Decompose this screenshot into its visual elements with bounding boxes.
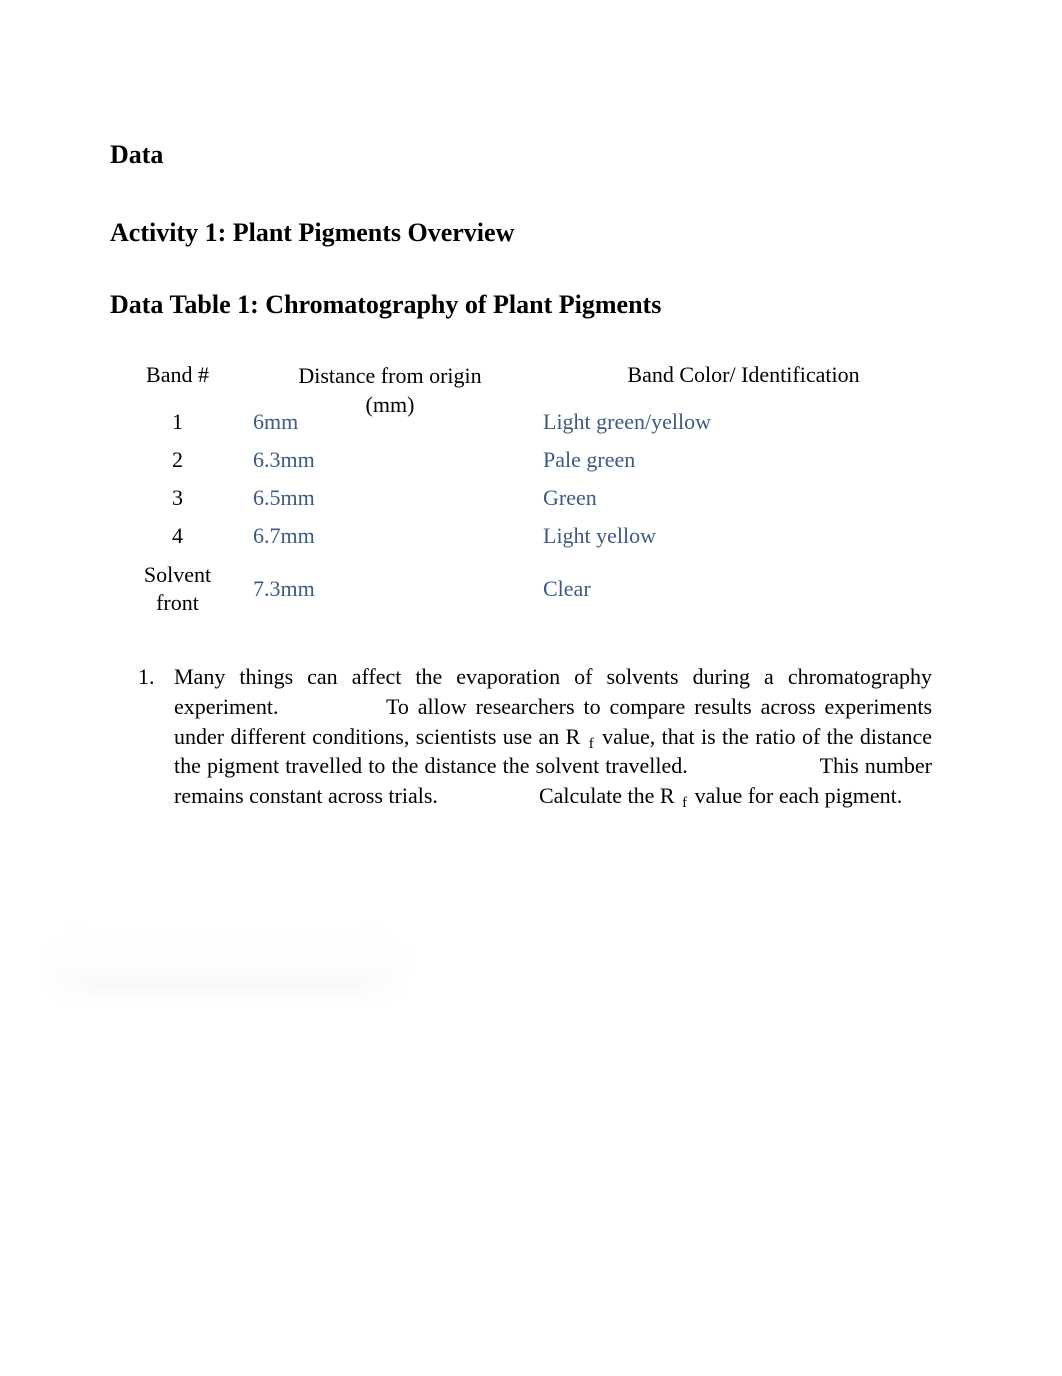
section-heading-table-title: Data Table 1: Chromatography of Plant Pi…	[110, 290, 952, 320]
q-seg6: value for each pigment.	[695, 783, 903, 808]
cell-band: 2	[110, 441, 245, 479]
q-sub2: f	[680, 795, 689, 811]
cell-color: Pale green	[535, 441, 952, 479]
header-distance-line1: Distance from origin	[298, 363, 481, 388]
cell-distance: 6.3mm	[245, 441, 535, 479]
cell-band: 4	[110, 517, 245, 555]
q-sub1: f	[587, 736, 596, 752]
solvent-line2: front	[156, 590, 199, 615]
cell-band: 1	[110, 403, 245, 441]
cell-color: Clear	[535, 570, 952, 608]
blur-artifact	[65, 948, 385, 976]
table-row-solvent: Solvent front 7.3mm Clear	[110, 555, 952, 622]
section-heading-activity: Activity 1: Plant Pigments Overview	[110, 218, 952, 248]
table-row: 3 6.5mm Green	[110, 479, 952, 517]
chromatography-table: Band # Distance from origin (mm) Band Co…	[110, 358, 952, 622]
cell-band-solvent: Solvent front	[110, 555, 245, 622]
cell-band: 3	[110, 479, 245, 517]
cell-color: Light green/yellow	[535, 403, 952, 441]
cell-distance: 7.3mm	[245, 570, 535, 608]
cell-distance: 6mm	[245, 403, 535, 441]
question-text: Many things can affect the evaporation o…	[174, 662, 952, 810]
cell-distance: 6.7mm	[245, 517, 535, 555]
section-heading-data: Data	[110, 140, 952, 170]
question-item: 1. Many things can affect the evaporatio…	[138, 662, 952, 810]
cell-color: Green	[535, 479, 952, 517]
table-row: 4 6.7mm Light yellow	[110, 517, 952, 555]
table-row: 2 6.3mm Pale green	[110, 441, 952, 479]
q-seg5: Calculate the R	[539, 783, 675, 808]
cell-color: Light yellow	[535, 517, 952, 555]
cell-distance: 6.5mm	[245, 479, 535, 517]
table-row: 1 6mm Light green/yellow	[110, 403, 952, 441]
question-number: 1.	[138, 662, 174, 810]
solvent-line1: Solvent	[144, 562, 211, 587]
